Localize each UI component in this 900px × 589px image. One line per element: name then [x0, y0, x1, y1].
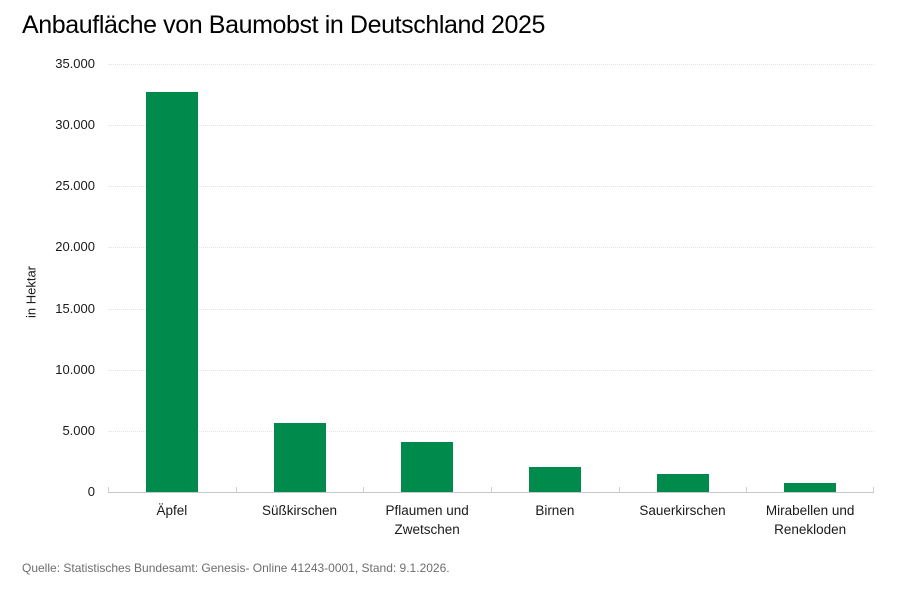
source-note: Quelle: Statistisches Bundesamt: Genesis… [22, 561, 450, 575]
chart-title: Anbaufläche von Baumobst in Deutschland … [22, 11, 546, 39]
y-tick-label: 35.000 [55, 56, 95, 71]
axis-boundary-tick [873, 487, 874, 493]
y-tick-label: 10.000 [55, 361, 95, 377]
x-tick-label: Birnen [535, 503, 575, 518]
bar--pfel [145, 92, 198, 492]
y-tick-label: 20.000 [55, 239, 95, 255]
x-tick-label: Äpfel [156, 503, 188, 518]
bar-birnen [528, 466, 581, 492]
y-tick-label: 5.000 [62, 422, 95, 438]
x-tick-label: Süßkirschen [261, 503, 337, 518]
bar-sauerkirschen [656, 473, 709, 492]
gridline [108, 308, 874, 310]
gridline [108, 430, 874, 432]
axis-boundary-tick [491, 487, 492, 493]
gridline [108, 125, 874, 127]
y-tick-label: 15.000 [55, 300, 95, 316]
gridline [108, 64, 874, 65]
gridline [108, 369, 874, 371]
gridline [108, 186, 874, 188]
y-tick-label: 30.000 [55, 117, 95, 133]
axis-boundary-tick [746, 487, 748, 493]
axis-boundary-tick [108, 487, 109, 493]
x-tick-label: Pflaumen und Zwetschen [385, 503, 469, 537]
y-tick-label: 25.000 [55, 178, 95, 194]
axis-boundary-tick [235, 487, 237, 493]
y-axis-labels: 0 5.000 10.000 15.000 20.000 25.000 30.000 35.0… [0, 56, 95, 499]
bar-s-kirschen [273, 422, 326, 492]
bar-mirabellen-und-renekloden [784, 483, 837, 492]
plot-area [108, 64, 874, 493]
y-tick-label: 0 [87, 484, 95, 499]
x-tick-label: Sauerkirschen [639, 503, 726, 518]
axis-boundary-tick [363, 487, 365, 493]
gridline [108, 247, 874, 249]
x-tick-label: Mirabellen und Renekloden [765, 503, 855, 537]
axis-boundary-tick [618, 487, 620, 493]
x-axis-labels: Äpfel Süßkirschen Pflaumen und Zwetschen Bi… [108, 501, 874, 545]
bar-pflaumen-und-zwetschen [401, 441, 454, 492]
